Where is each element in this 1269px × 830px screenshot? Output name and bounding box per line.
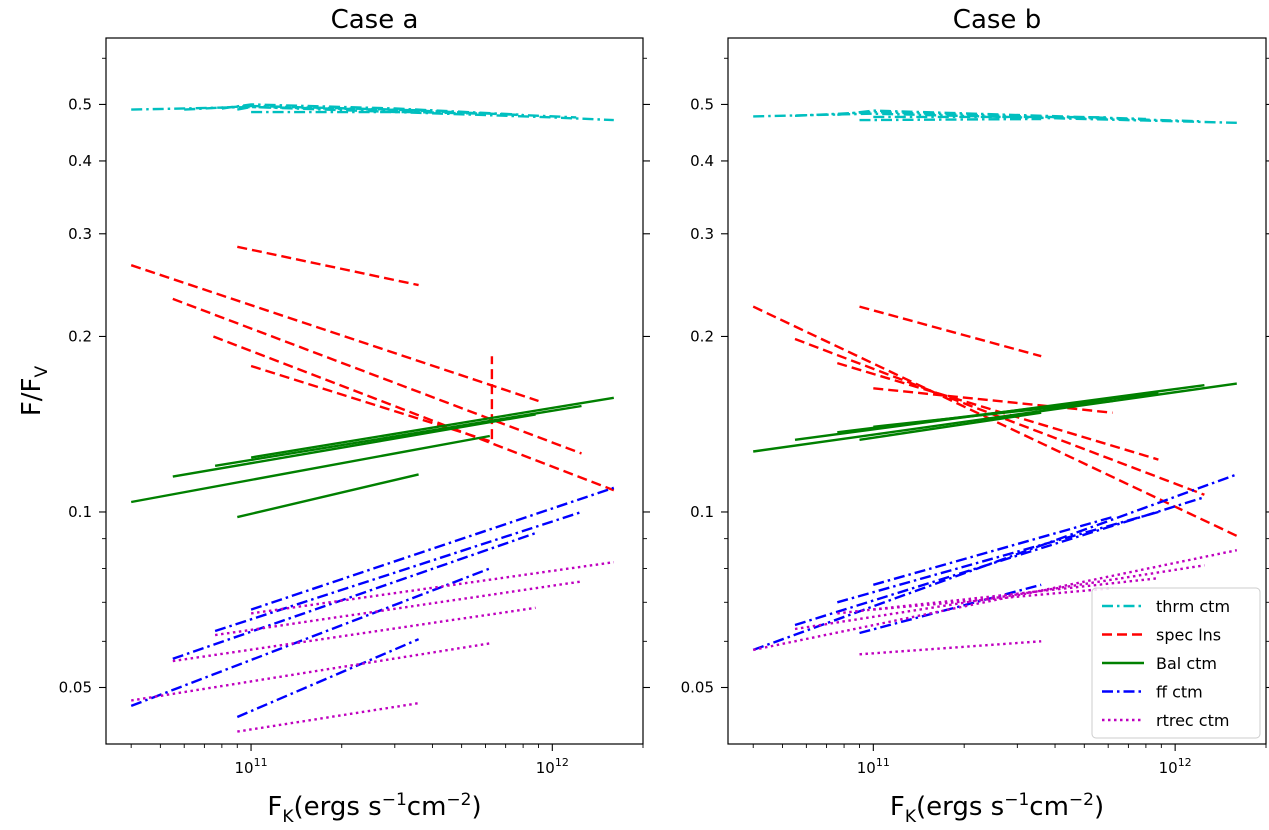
series-line bbox=[873, 387, 1113, 414]
series-line bbox=[250, 486, 615, 611]
series-line bbox=[753, 382, 1237, 453]
series-Bal-ctm bbox=[753, 382, 1237, 453]
series-line bbox=[237, 473, 419, 519]
series-line bbox=[250, 356, 494, 444]
series-line bbox=[859, 117, 1042, 122]
series-line bbox=[236, 638, 420, 719]
series-line bbox=[873, 115, 1109, 119]
series-line bbox=[172, 297, 582, 455]
y-tick-label: 0.2 bbox=[690, 327, 714, 345]
series-line bbox=[859, 583, 1042, 635]
series-line bbox=[250, 561, 614, 615]
panel-1: 1011 1012 0.05 0.1 0.2 0.3 0.4 0.5 Case a FK(ergs… bbox=[59, 5, 650, 827]
series-line bbox=[131, 642, 490, 702]
panel-title: Case b bbox=[953, 5, 1041, 35]
series-line bbox=[859, 411, 1042, 441]
series-line bbox=[214, 404, 582, 467]
series-line bbox=[251, 110, 486, 115]
panel-2: 1011 1012 0.05 0.1 0.2 0.3 0.4 0.5 Case b FK(ergs… bbox=[681, 5, 1269, 827]
series-line bbox=[836, 361, 1159, 461]
series-line bbox=[859, 640, 1042, 656]
x-tick-label: 1012 bbox=[536, 756, 569, 777]
y-tick-label: 0.4 bbox=[690, 152, 714, 170]
series-line bbox=[214, 580, 582, 637]
series-rtrec-ctm bbox=[752, 549, 1238, 656]
series-ff-ctm bbox=[130, 486, 615, 719]
series-thrm-ctm bbox=[131, 103, 614, 122]
series-rtrec-ctm bbox=[131, 561, 614, 733]
axes-frame bbox=[105, 37, 644, 745]
y-axis-label: F/FV bbox=[17, 365, 52, 416]
x-tick-label: 1011 bbox=[857, 756, 890, 777]
x-tick-label: 1012 bbox=[1159, 756, 1192, 777]
x-axis-label: FK(ergs s−1cm−2) bbox=[267, 790, 481, 827]
series-spec-lns bbox=[130, 245, 615, 492]
y-tick-label: 0.3 bbox=[690, 225, 714, 243]
legend-item: Bal ctm bbox=[1102, 654, 1217, 673]
series-line bbox=[221, 103, 524, 116]
legend-label: ff ctm bbox=[1156, 683, 1203, 702]
x-axis-label: FK(ergs s−1cm−2) bbox=[890, 790, 1104, 827]
series-line bbox=[752, 549, 1238, 652]
series-line bbox=[237, 245, 419, 287]
series-line bbox=[859, 305, 1042, 358]
series-line bbox=[172, 606, 536, 663]
series-line bbox=[214, 510, 582, 633]
legend-item: rtrec ctm bbox=[1102, 711, 1229, 730]
y-tick-label: 0.1 bbox=[690, 503, 714, 521]
series-line bbox=[172, 413, 536, 478]
series-line bbox=[237, 105, 433, 112]
series-line bbox=[836, 510, 1159, 604]
series-line bbox=[250, 396, 614, 459]
y-tick-label: 0.05 bbox=[59, 678, 92, 696]
series-line bbox=[130, 264, 539, 403]
plot-area bbox=[130, 103, 615, 733]
legend-box bbox=[1091, 587, 1261, 739]
series-line bbox=[212, 335, 615, 492]
legend-label: rtrec ctm bbox=[1156, 711, 1229, 730]
y-tick-label: 0.5 bbox=[690, 95, 714, 113]
series-line bbox=[130, 434, 491, 504]
series-line bbox=[873, 399, 1113, 428]
panel-title: Case a bbox=[331, 5, 419, 35]
legend: thrm ctm spec lns Bal ctm ff ctm rtrec ctm bbox=[1091, 587, 1261, 739]
legend-label: thrm ctm bbox=[1156, 597, 1230, 616]
x-tick-label: 1011 bbox=[235, 756, 268, 777]
y-tick-label: 0.2 bbox=[68, 327, 92, 345]
series-line bbox=[172, 531, 536, 660]
series-line bbox=[873, 587, 1113, 611]
legend-label: Bal ctm bbox=[1156, 654, 1217, 673]
series-ff-ctm bbox=[752, 473, 1238, 652]
plot-area bbox=[752, 109, 1238, 656]
series-Bal-ctm bbox=[130, 396, 614, 519]
series-line bbox=[237, 702, 419, 733]
series-line bbox=[794, 496, 1205, 627]
legend-item: spec lns bbox=[1102, 626, 1221, 645]
legend-item: ff ctm bbox=[1102, 683, 1203, 702]
y-tick-label: 0.05 bbox=[681, 678, 714, 696]
legend-item: thrm ctm bbox=[1102, 597, 1230, 616]
series-line bbox=[872, 515, 1113, 586]
y-tick-label: 0.3 bbox=[68, 225, 92, 243]
axes-frame bbox=[727, 37, 1267, 745]
y-tick-label: 0.5 bbox=[68, 95, 92, 113]
series-thrm-ctm bbox=[753, 109, 1237, 124]
y-tick-label: 0.4 bbox=[68, 152, 92, 170]
y-tick-label: 0.1 bbox=[68, 503, 92, 521]
legend-label: spec lns bbox=[1156, 626, 1221, 645]
